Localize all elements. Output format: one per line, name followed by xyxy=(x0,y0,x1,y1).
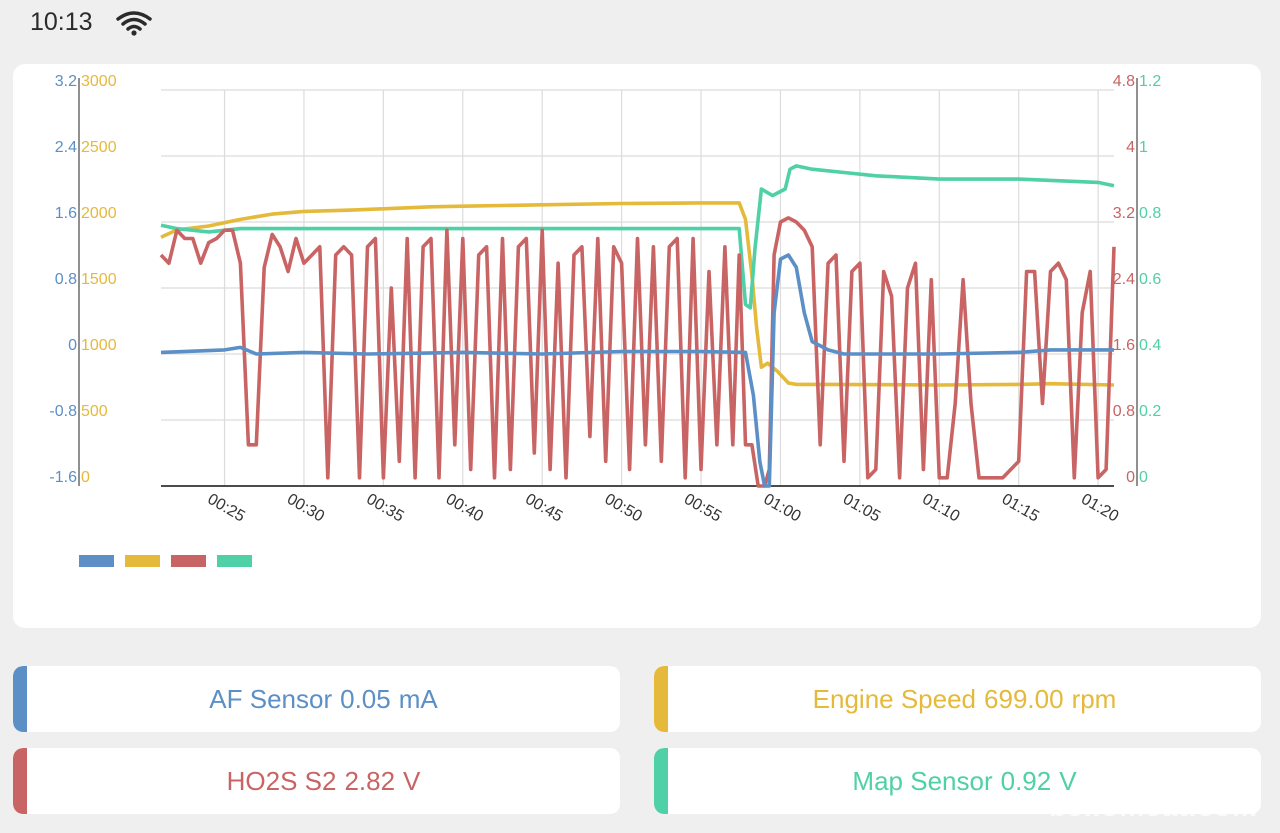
rpm-axis-tick-label: 2500 xyxy=(81,139,117,156)
rpm-axis-tick-label: 1000 xyxy=(81,337,117,354)
af-axis-tick-label: 3.2 xyxy=(55,73,77,90)
af-axis-tick-label: 2.4 xyxy=(55,139,77,156)
chart-legend xyxy=(79,555,252,567)
x-axis-tick-label: 00:55 xyxy=(681,491,724,526)
ho2s-axis-tick-label: 4 xyxy=(1126,139,1135,156)
rpm-axis-tick-label: 2000 xyxy=(81,205,117,222)
engine-speed-readout: Engine Speed 699.00 rpm xyxy=(668,666,1261,732)
engine-speed-unit: rpm xyxy=(1071,683,1117,714)
map-axis-tick-label: 0.6 xyxy=(1139,271,1161,288)
map-sensor-card[interactable]: Map Sensor 0.92 V xyxy=(654,748,1261,814)
legend-ho2s-s2[interactable] xyxy=(171,555,206,567)
x-axis-tick-label: 01:00 xyxy=(760,491,803,526)
legend-engine-speed[interactable] xyxy=(125,555,160,567)
map-sensor-line xyxy=(160,164,1115,310)
ho2s-s2-line xyxy=(159,216,1116,488)
ho2s-s2-card[interactable]: HO2S S2 2.82 V xyxy=(13,748,620,814)
map-axis-tick-label: 0 xyxy=(1139,469,1148,486)
x-axis-tick-label: 01:05 xyxy=(840,491,883,526)
watermark: bellomeat.com xyxy=(1048,791,1258,822)
ho2s-axis-tick-label: 4.8 xyxy=(1113,73,1135,90)
sensor-line-chart[interactable]: -1.6 -0.8 0 0.8 1.6 2.4 3.2 0 500 1000 1500 2000 250… xyxy=(13,64,1261,534)
map-sensor-accent xyxy=(654,748,668,814)
ho2s-s2-accent xyxy=(13,748,27,814)
map-axis-tick-label: 1 xyxy=(1139,139,1148,156)
af-axis-tick-label: 0.8 xyxy=(55,271,77,288)
ho2s-axis-tick-label: 3.2 xyxy=(1113,205,1135,222)
x-axis-tick-label: 00:50 xyxy=(602,491,645,526)
ho2s-s2-unit: V xyxy=(403,765,421,796)
map-axis-tick-label: 0.2 xyxy=(1139,403,1161,420)
x-axis-tick-label: 00:35 xyxy=(363,491,406,526)
af-sensor-unit: mA xyxy=(398,683,438,714)
status-bar: 10:13 xyxy=(0,0,1280,46)
af-axis-tick-label: 1.6 xyxy=(55,205,77,222)
x-axis-tick-label: 00:40 xyxy=(443,491,486,526)
engine-speed-name: Engine Speed xyxy=(812,683,977,714)
af-axis-tick-label: -1.6 xyxy=(49,469,77,486)
af-sensor-value: 0.05 xyxy=(340,683,391,714)
af-sensor-card[interactable]: AF Sensor 0.05 mA xyxy=(13,666,620,732)
af-axis-tick-label: -0.8 xyxy=(49,403,77,420)
legend-map-sensor[interactable] xyxy=(217,555,252,567)
engine-speed-accent xyxy=(654,666,668,732)
ho2s-axis-tick-label: 2.4 xyxy=(1113,271,1135,288)
af-axis-tick-label: 0 xyxy=(68,337,77,354)
engine-speed-value: 699.00 xyxy=(984,683,1064,714)
ho2s-s2-value: 2.82 xyxy=(344,765,396,796)
af-sensor-accent xyxy=(13,666,27,732)
legend-af-sensor[interactable] xyxy=(79,555,114,567)
ho2s-axis-tick-label: 1.6 xyxy=(1113,337,1135,354)
rpm-axis-tick-label: 3000 xyxy=(81,73,117,90)
x-axis-tick-label: 00:30 xyxy=(284,491,327,526)
x-axis-tick-label: 01:15 xyxy=(999,491,1042,526)
map-axis-tick-label: 0.4 xyxy=(1139,337,1161,354)
map-axis-tick-label: 0.8 xyxy=(1139,205,1161,222)
af-sensor-readout: AF Sensor 0.05 mA xyxy=(27,666,620,732)
ho2s-s2-name: HO2S S2 xyxy=(226,765,337,796)
x-axis-tick-label: 00:45 xyxy=(522,491,565,526)
rpm-axis-tick-label: 0 xyxy=(81,469,90,486)
map-sensor-readout: Map Sensor 0.92 V xyxy=(668,748,1261,814)
rpm-axis-tick-label: 1500 xyxy=(81,271,117,288)
ho2s-axis-tick-label: 0 xyxy=(1126,469,1135,486)
wifi-icon xyxy=(116,11,152,36)
rpm-axis-tick-label: 500 xyxy=(81,403,108,420)
map-sensor-unit: V xyxy=(1059,765,1077,796)
map-axis-tick-label: 1.2 xyxy=(1139,73,1161,90)
status-time: 10:13 xyxy=(30,8,93,36)
af-sensor-line xyxy=(160,253,1114,488)
af-sensor-name: AF Sensor xyxy=(209,683,333,714)
x-axis-tick-label: 01:10 xyxy=(919,491,962,526)
sensor-chart-card: -1.6 -0.8 0 0.8 1.6 2.4 3.2 0 500 1000 1500 2000 250… xyxy=(13,64,1261,628)
x-axis-tick-label: 01:20 xyxy=(1078,491,1121,526)
map-sensor-name: Map Sensor xyxy=(852,765,993,796)
map-sensor-value: 0.92 xyxy=(1000,765,1052,796)
ho2s-s2-readout: HO2S S2 2.82 V xyxy=(27,748,620,814)
engine-speed-card[interactable]: Engine Speed 699.00 rpm xyxy=(654,666,1261,732)
ho2s-axis-tick-label: 0.8 xyxy=(1113,403,1135,420)
x-axis-tick-label: 00:25 xyxy=(205,491,248,526)
